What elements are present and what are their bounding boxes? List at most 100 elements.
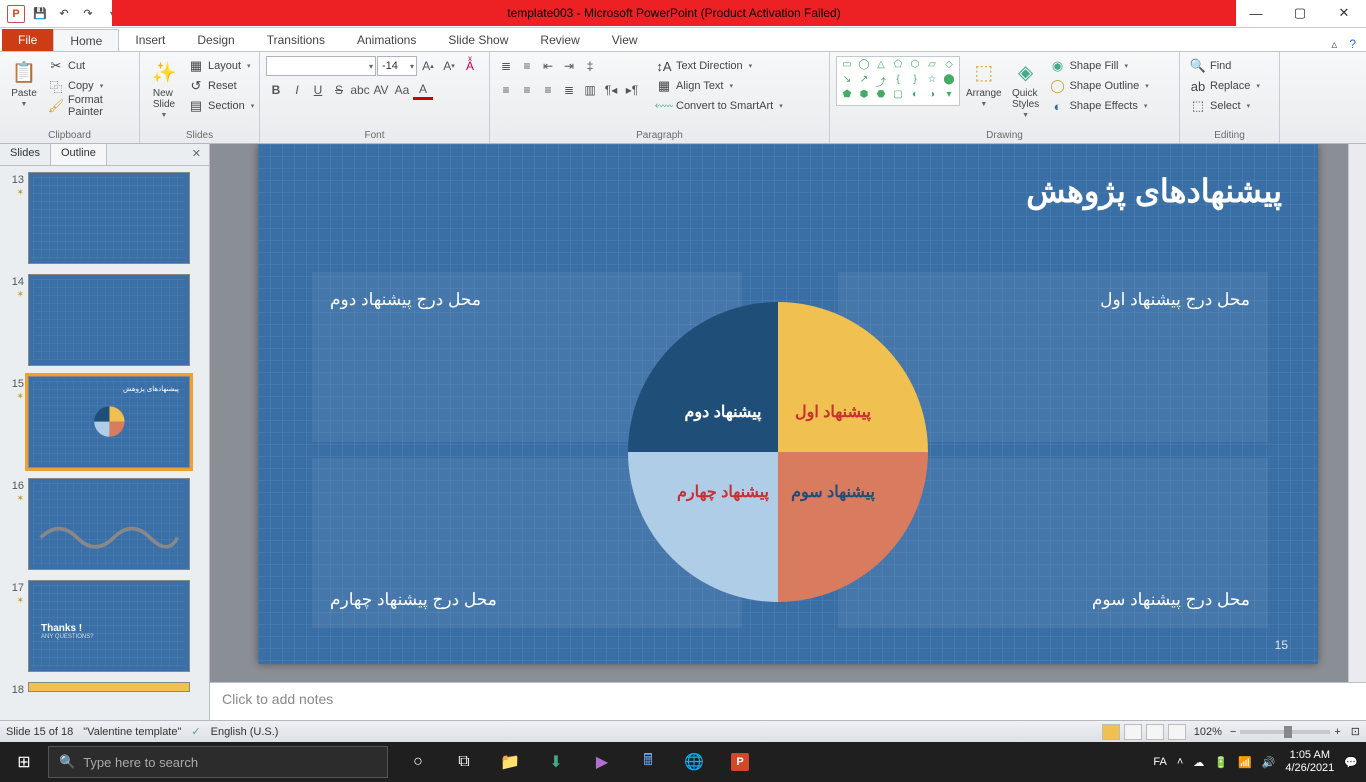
align-right-button[interactable]: ≡ (538, 80, 558, 100)
idm-icon[interactable]: ⬇ (534, 742, 578, 782)
tray-battery-icon[interactable]: 🔋 (1214, 756, 1228, 769)
reset-button[interactable]: ↺Reset (184, 76, 258, 96)
ribbon-minimize-icon[interactable]: ▵ (1331, 37, 1337, 51)
tab-slideshow[interactable]: Slide Show (432, 29, 524, 51)
thumb-16[interactable]: 16✶ (2, 476, 207, 578)
ltr-button[interactable]: ▸¶ (622, 80, 642, 100)
cut-button[interactable]: ✂Cut (44, 56, 133, 76)
sorter-view-button[interactable] (1124, 724, 1142, 740)
italic-button[interactable]: I (287, 80, 307, 100)
tab-file[interactable]: File (2, 29, 53, 51)
redo-icon[interactable]: ↷ (78, 4, 98, 24)
tray-cloud-icon[interactable]: ☁ (1193, 756, 1204, 769)
tab-review[interactable]: Review (524, 29, 595, 51)
tab-view[interactable]: View (596, 29, 654, 51)
normal-view-button[interactable] (1102, 724, 1120, 740)
paste-button[interactable]: 📋 Paste ▼ (6, 56, 42, 110)
maximize-button[interactable]: ▢ (1278, 0, 1322, 26)
layout-button[interactable]: ▦Layout▾ (184, 56, 258, 76)
shape-fill-button[interactable]: ◉Shape Fill▾ (1046, 56, 1153, 76)
thumb-18[interactable]: 18 (2, 680, 207, 704)
quick-styles-button[interactable]: ◈Quick Styles▼ (1008, 56, 1044, 121)
shadow-button[interactable]: abc (350, 80, 370, 100)
columns-button[interactable]: ▥ (580, 80, 600, 100)
format-painter-button[interactable]: 🖌Format Painter (44, 96, 133, 116)
zoom-slider[interactable] (1240, 730, 1330, 734)
close-button[interactable]: ✕ (1322, 0, 1366, 26)
shape-effects-button[interactable]: ◐Shape Effects▾ (1046, 96, 1153, 116)
outdent-button[interactable]: ⇤ (538, 56, 558, 76)
shapes-gallery[interactable]: ▭◯△⬠⬡▱◇ ↘↗⤴{}☆⬤ ⬟⬢⬣▢◐◑▾ (836, 56, 960, 106)
vertical-scrollbar[interactable] (1348, 144, 1366, 682)
select-button[interactable]: ⬚Select▾ (1186, 96, 1264, 116)
tray-up-icon[interactable]: ˄ (1177, 756, 1183, 768)
calc-icon[interactable]: 🖩 (626, 742, 670, 782)
tray-notifications-icon[interactable]: 💬 (1344, 756, 1358, 769)
thumb-13[interactable]: 13✶ (2, 170, 207, 272)
panel-close-button[interactable]: ✕ (184, 144, 209, 165)
undo-icon[interactable]: ↶ (54, 4, 74, 24)
vs-icon[interactable]: ▶ (580, 742, 624, 782)
bullets-button[interactable]: ≣ (496, 56, 516, 76)
bold-button[interactable]: B (266, 80, 286, 100)
zoom-out-button[interactable]: − (1230, 726, 1236, 738)
tab-transitions[interactable]: Transitions (251, 29, 341, 51)
start-button[interactable]: ⊞ (0, 742, 48, 782)
taskbar-search[interactable]: 🔍 Type here to search (48, 746, 388, 778)
font-name-combo[interactable] (266, 56, 376, 76)
shape-outline-button[interactable]: ◯Shape Outline▾ (1046, 76, 1153, 96)
tray-volume-icon[interactable]: 🔊 (1262, 756, 1276, 769)
save-icon[interactable]: 💾 (30, 4, 50, 24)
status-language[interactable]: English (U.S.) (211, 726, 279, 738)
spacing-button[interactable]: AV (371, 80, 391, 100)
tab-insert[interactable]: Insert (119, 29, 181, 51)
clear-format-button[interactable]: Aͯ (460, 56, 480, 76)
numbering-button[interactable]: ≡ (517, 56, 537, 76)
strike-button[interactable]: S (329, 80, 349, 100)
new-slide-button[interactable]: ✨ New Slide ▼ (146, 56, 182, 121)
find-button[interactable]: 🔍Find (1186, 56, 1264, 76)
tab-animations[interactable]: Animations (341, 29, 432, 51)
thumb-17[interactable]: 17✶ Thanks ! ANY QUESTIONS? (2, 578, 207, 680)
thumb-14[interactable]: 14✶ (2, 272, 207, 374)
help-icon[interactable]: ? (1349, 37, 1356, 51)
indent-button[interactable]: ⇥ (559, 56, 579, 76)
case-button[interactable]: Aa (392, 80, 412, 100)
panel-tab-slides[interactable]: Slides (0, 144, 51, 165)
chrome-icon[interactable]: 🌐 (672, 742, 716, 782)
align-left-button[interactable]: ≡ (496, 80, 516, 100)
tray-wifi-icon[interactable]: 📶 (1238, 756, 1252, 769)
shrink-font-button[interactable]: A▾ (439, 56, 459, 76)
explorer-icon[interactable]: 📁 (488, 742, 532, 782)
justify-button[interactable]: ≣ (559, 80, 579, 100)
line-spacing-button[interactable]: ‡ (580, 56, 600, 76)
align-text-button[interactable]: ▦Align Text▾ (652, 76, 787, 96)
thumb-15[interactable]: 15✶ پیشنهادهای پژوهش (2, 374, 207, 476)
taskview-icon[interactable]: ⧉ (442, 742, 486, 782)
tab-home[interactable]: Home (53, 29, 119, 51)
slideshow-view-button[interactable] (1168, 724, 1186, 740)
font-size-combo[interactable]: -14 (377, 56, 417, 76)
reading-view-button[interactable] (1146, 724, 1164, 740)
arrange-button[interactable]: ⬚Arrange▼ (962, 56, 1006, 110)
tray-lang[interactable]: FA (1153, 756, 1166, 768)
cortana-icon[interactable]: ○ (396, 742, 440, 782)
grow-font-button[interactable]: A▴ (418, 56, 438, 76)
slide[interactable]: پیشنهادهای پژوهش محل درج پیشنهاد اول محل… (258, 144, 1318, 664)
align-center-button[interactable]: ≡ (517, 80, 537, 100)
section-button[interactable]: ▤Section▾ (184, 96, 258, 116)
text-direction-button[interactable]: ↕AText Direction▾ (652, 56, 787, 76)
tray-clock[interactable]: 1:05 AM 4/26/2021 (1285, 749, 1334, 775)
copy-button[interactable]: ⿻Copy▾ (44, 76, 133, 96)
spell-check-icon[interactable]: ✓ (191, 725, 200, 738)
panel-tab-outline[interactable]: Outline (51, 144, 107, 165)
minimize-button[interactable]: — (1234, 0, 1278, 26)
fit-window-button[interactable]: ⊡ (1351, 725, 1360, 738)
zoom-in-button[interactable]: + (1334, 726, 1340, 738)
notes-pane[interactable]: Click to add notes (210, 682, 1366, 720)
underline-button[interactable]: U (308, 80, 328, 100)
replace-button[interactable]: abReplace▾ (1186, 76, 1264, 96)
convert-smartart-button[interactable]: ⬳Convert to SmartArt▾ (652, 96, 787, 116)
font-color-button[interactable]: A (413, 80, 433, 100)
tab-design[interactable]: Design (181, 29, 250, 51)
